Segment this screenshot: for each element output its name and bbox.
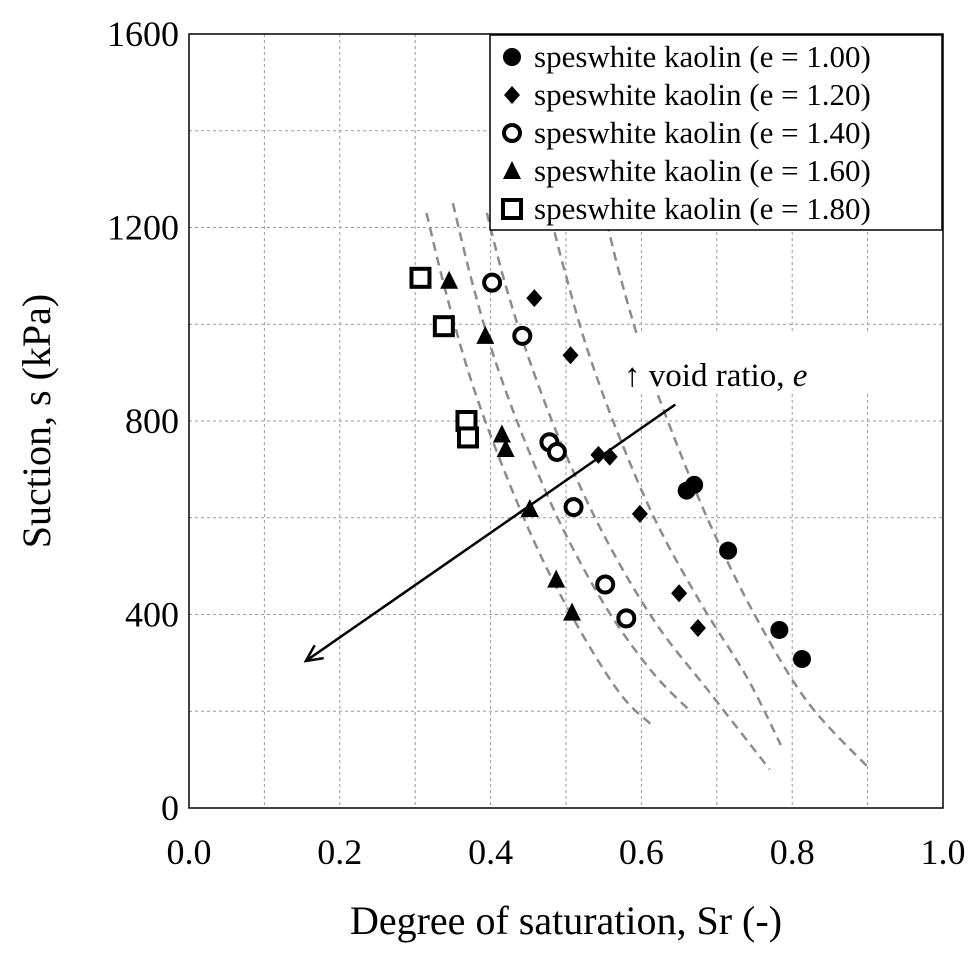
y-tick-label: 800: [125, 401, 179, 441]
data-point: [456, 426, 479, 449]
data-point: [409, 266, 432, 289]
data-point: [526, 289, 543, 308]
legend-marker: [504, 86, 520, 104]
y-tick-label: 0: [161, 788, 179, 828]
arrow-shaft: [305, 403, 677, 662]
legend-marker: [503, 161, 521, 179]
data-point: [546, 441, 567, 462]
data-point: [440, 270, 459, 289]
data-point: [520, 499, 539, 518]
plot-area-frame: [188, 33, 944, 809]
legend-label: speswhite kaolin (e = 1.00): [534, 39, 871, 74]
x-axis-title: Degree of saturation, Sr (-): [350, 898, 782, 943]
y-tick-label: 400: [125, 595, 179, 635]
annotation-background: [615, 333, 911, 392]
arrow-head: [303, 644, 324, 663]
data-point: [547, 569, 566, 588]
data-point: [476, 325, 495, 344]
legend-box: [489, 34, 943, 231]
x-tick-label: 0.8: [770, 832, 815, 872]
legend-marker: [502, 123, 522, 143]
data-point: [770, 620, 789, 639]
data-points: [409, 266, 812, 669]
legend-label: speswhite kaolin (e = 1.80): [534, 191, 871, 226]
data-point: [496, 439, 515, 458]
x-tick-label: 1.0: [921, 832, 966, 872]
data-point: [601, 447, 618, 466]
data-point: [793, 650, 812, 669]
dashed-trend-curve: [425, 212, 654, 727]
data-point: [563, 602, 582, 621]
legend-marker: [501, 198, 523, 220]
dashed-trend-curve: [451, 203, 692, 713]
data-point: [689, 619, 706, 638]
dashed-trend-curve: [549, 217, 783, 746]
data-point: [492, 424, 511, 443]
data-point: [563, 497, 584, 518]
annotation-symbol: e: [793, 358, 808, 394]
data-point: [562, 346, 579, 365]
legend: speswhite kaolin (e = 1.00)speswhite kao…: [489, 34, 943, 231]
data-point: [595, 574, 616, 595]
dashed-trend-curve: [485, 212, 771, 771]
data-point: [512, 325, 533, 346]
legend-label: speswhite kaolin (e = 1.20): [534, 77, 871, 112]
x-tick-label: 0.0: [167, 832, 212, 872]
data-point: [432, 315, 455, 338]
dashed-trend-curve: [602, 207, 869, 768]
void-ratio-annotation: ↑ void ratio, e: [624, 358, 807, 394]
annotation-prefix: ↑ void ratio,: [624, 358, 793, 394]
x-axis-tick-labels: 0.0 0.2 0.4 0.6 0.8 1.0: [167, 832, 966, 872]
void-ratio-arrow: [303, 403, 677, 663]
legend-label: speswhite kaolin (e = 1.40): [534, 115, 871, 150]
y-axis-tick-labels: 0 400 800 1200 1600: [107, 14, 179, 828]
legend-label: speswhite kaolin (e = 1.60): [534, 153, 871, 188]
legend-marker: [503, 48, 521, 66]
data-point: [685, 475, 704, 494]
trend-curves: [425, 203, 869, 771]
x-tick-label: 0.2: [317, 832, 362, 872]
data-point: [631, 504, 648, 523]
x-tick-label: 0.4: [468, 832, 513, 872]
data-point: [482, 272, 503, 293]
data-point: [616, 608, 637, 629]
x-tick-label: 0.6: [619, 832, 664, 872]
data-point: [719, 541, 738, 560]
data-point: [590, 445, 607, 464]
data-point: [671, 584, 688, 603]
y-axis-title: Suction, s (kPa): [14, 294, 59, 548]
y-tick-label: 1600: [107, 14, 179, 54]
y-tick-label: 1200: [107, 208, 179, 248]
